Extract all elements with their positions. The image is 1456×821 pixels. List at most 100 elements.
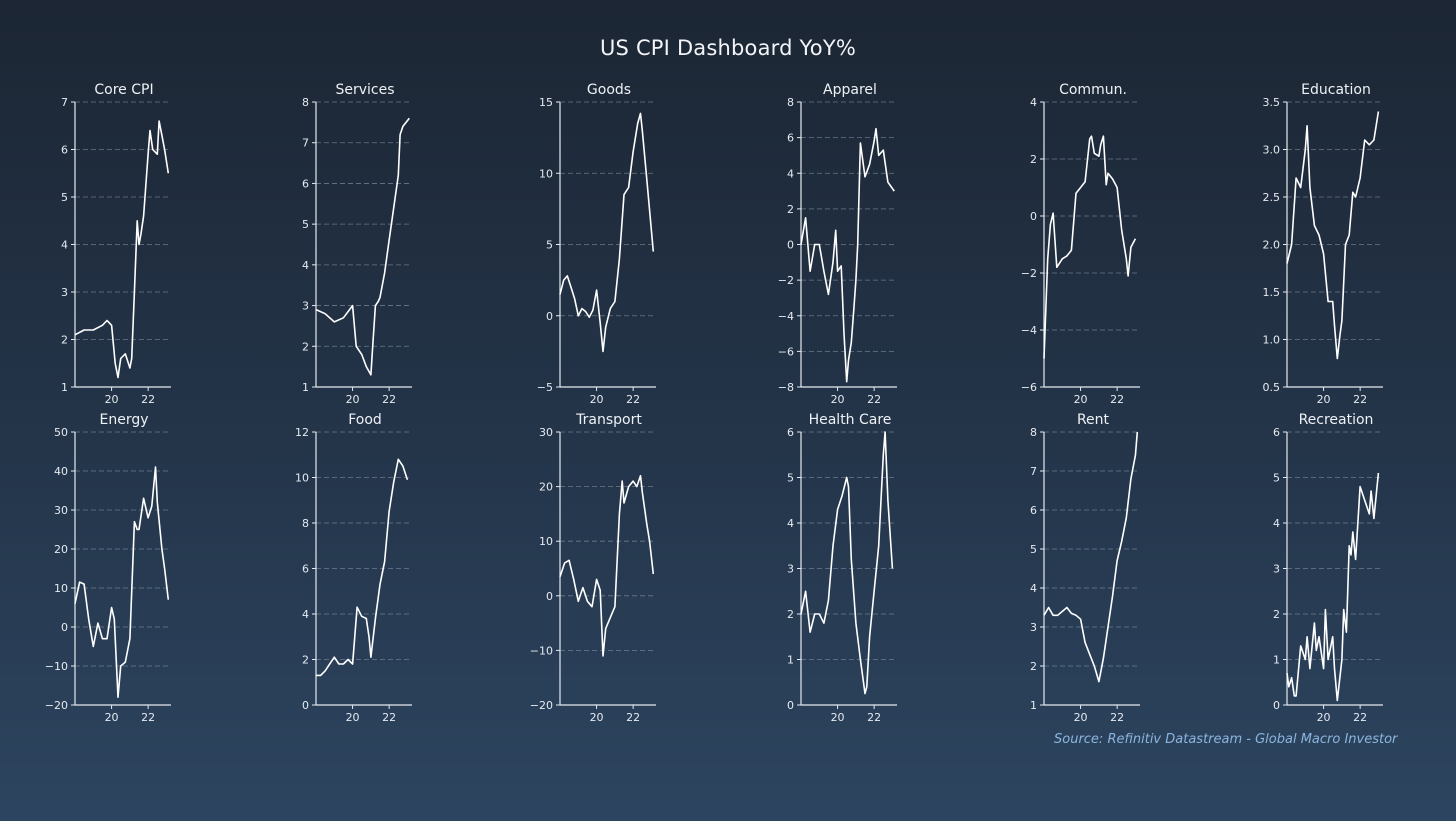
y-tick-label: 5 bbox=[302, 218, 309, 231]
y-tick-label: 2 bbox=[61, 334, 68, 347]
y-tick-label: 4 bbox=[302, 608, 309, 621]
y-tick-label: 1 bbox=[787, 654, 794, 667]
y-tick-label: 6 bbox=[787, 426, 794, 439]
y-tick-label: 10 bbox=[539, 167, 553, 180]
y-tick-label: 50 bbox=[54, 426, 68, 439]
y-tick-label: 4 bbox=[787, 167, 794, 180]
y-tick-label: 4 bbox=[1273, 517, 1280, 530]
x-tick-label: 20 bbox=[105, 711, 119, 724]
y-tick-label: 8 bbox=[302, 96, 309, 109]
x-tick-label: 20 bbox=[346, 393, 360, 406]
series-line bbox=[1043, 135, 1137, 359]
series-line bbox=[74, 466, 170, 699]
y-tick-label: 2 bbox=[787, 203, 794, 216]
y-tick-label: −5 bbox=[537, 381, 553, 394]
x-tick-label: 20 bbox=[590, 393, 604, 406]
y-tick-label: 0 bbox=[61, 621, 68, 634]
y-tick-label: 1 bbox=[1030, 699, 1037, 712]
x-tick-label: 22 bbox=[867, 711, 881, 724]
series-line bbox=[1043, 431, 1139, 683]
y-tick-label: 0 bbox=[302, 699, 309, 712]
y-tick-label: 7 bbox=[1030, 465, 1037, 478]
x-tick-label: 22 bbox=[382, 393, 396, 406]
y-tick-label: 1 bbox=[302, 381, 309, 394]
chart-title: Core CPI bbox=[94, 82, 153, 98]
y-tick-label: 8 bbox=[302, 517, 309, 530]
y-tick-label: 10 bbox=[539, 535, 553, 548]
series-line bbox=[559, 474, 655, 657]
chart-title: Health Care bbox=[809, 412, 892, 428]
y-tick-label: −20 bbox=[45, 699, 68, 712]
source-note: Source: Refinitiv Datastream - Global Ma… bbox=[1054, 732, 1398, 747]
y-tick-label: 1 bbox=[1273, 654, 1280, 667]
y-tick-label: 3 bbox=[302, 300, 309, 313]
y-tick-label: −6 bbox=[1021, 381, 1037, 394]
y-tick-label: 2.0 bbox=[1263, 239, 1281, 252]
chart-title: Education bbox=[1301, 82, 1371, 98]
series-line bbox=[800, 431, 894, 695]
x-tick-label: 20 bbox=[831, 711, 845, 724]
chart-title: Rent bbox=[1077, 412, 1110, 428]
chart-title: Transport bbox=[575, 412, 642, 428]
series-line bbox=[1286, 111, 1380, 360]
y-tick-label: 1 bbox=[61, 381, 68, 394]
y-tick-label: 0 bbox=[546, 590, 553, 603]
y-tick-label: −2 bbox=[778, 274, 794, 287]
y-tick-label: 1.5 bbox=[1263, 286, 1281, 299]
chart-education: Education 0.5 1.0 1.5 2.0 2.5 3.0 3.5 20 22 bbox=[1263, 82, 1383, 406]
x-tick-label: 22 bbox=[1353, 711, 1367, 724]
y-tick-label: 4 bbox=[302, 259, 309, 272]
x-tick-label: 20 bbox=[1074, 393, 1088, 406]
chart-rent: Rent 1 2 3 4 5 6 7 8 20 22 bbox=[1030, 412, 1140, 724]
x-tick-label: 22 bbox=[382, 711, 396, 724]
y-tick-label: 6 bbox=[302, 563, 309, 576]
x-tick-label: 20 bbox=[1317, 393, 1331, 406]
chart-goods: Goods −5 0 5 10 15 20 22 bbox=[537, 82, 656, 406]
y-tick-label: −10 bbox=[45, 660, 68, 673]
page-title: US CPI Dashboard YoY% bbox=[599, 36, 857, 60]
y-tick-label: 10 bbox=[295, 472, 309, 485]
y-tick-label: −4 bbox=[778, 310, 794, 323]
x-tick-label: 22 bbox=[141, 393, 155, 406]
y-tick-label: 2 bbox=[1030, 153, 1037, 166]
chart-apparel: Apparel −8 −6 −4 −2 0 2 4 6 8 20 22 bbox=[778, 82, 897, 406]
y-tick-label: 2 bbox=[302, 340, 309, 353]
x-tick-label: 22 bbox=[626, 711, 640, 724]
y-tick-label: −4 bbox=[1021, 324, 1037, 337]
y-tick-label: 0 bbox=[1273, 699, 1280, 712]
chart-transport: Transport −20 −10 0 10 20 30 20 22 bbox=[530, 412, 656, 724]
y-tick-label: 6 bbox=[302, 177, 309, 190]
y-tick-label: 6 bbox=[1030, 504, 1037, 517]
series-line bbox=[800, 127, 895, 383]
y-tick-label: 2 bbox=[302, 654, 309, 667]
y-tick-label: 8 bbox=[787, 96, 794, 109]
y-tick-label: 6 bbox=[787, 132, 794, 145]
chart-title: Energy bbox=[99, 412, 148, 428]
x-tick-label: 22 bbox=[626, 393, 640, 406]
chart-title: Food bbox=[348, 412, 382, 428]
y-tick-label: −10 bbox=[530, 644, 553, 657]
x-tick-label: 20 bbox=[105, 393, 119, 406]
chart-title: Commun. bbox=[1059, 82, 1127, 98]
y-tick-label: 4 bbox=[1030, 96, 1037, 109]
x-tick-label: 20 bbox=[346, 711, 360, 724]
chart-food: Food 0 2 4 6 8 10 12 20 22 bbox=[295, 412, 412, 724]
y-tick-label: 2.5 bbox=[1263, 191, 1281, 204]
chart-core-cpi: Core CPI 1 2 3 4 5 6 7 20 22 bbox=[61, 82, 171, 406]
y-tick-label: 5 bbox=[1273, 472, 1280, 485]
x-tick-label: 20 bbox=[831, 393, 845, 406]
y-tick-label: 15 bbox=[539, 96, 553, 109]
y-tick-label: 8 bbox=[1030, 426, 1037, 439]
y-tick-label: 5 bbox=[61, 191, 68, 204]
y-tick-label: −8 bbox=[778, 381, 794, 394]
chart-health-care: Health Care 0 1 2 3 4 5 6 20 22 bbox=[787, 412, 897, 724]
x-tick-label: 22 bbox=[1110, 393, 1124, 406]
chart-energy: Energy −20 −10 0 10 20 30 40 50 20 22 bbox=[45, 412, 171, 724]
y-tick-label: 2 bbox=[1273, 608, 1280, 621]
y-tick-label: 0 bbox=[787, 239, 794, 252]
y-tick-label: 5 bbox=[546, 239, 553, 252]
chart-title: Goods bbox=[587, 82, 631, 98]
x-tick-label: 22 bbox=[141, 711, 155, 724]
chart-title: Apparel bbox=[823, 82, 877, 98]
